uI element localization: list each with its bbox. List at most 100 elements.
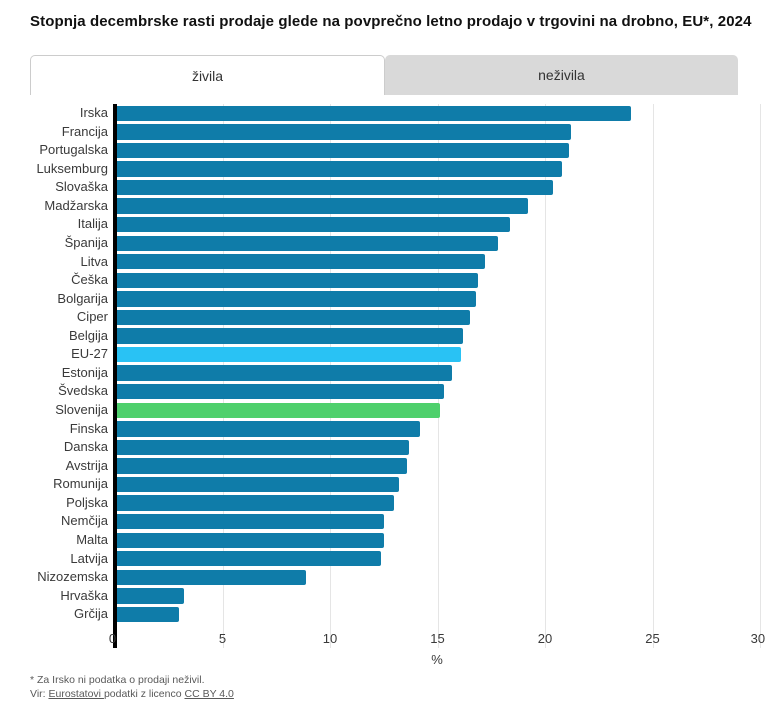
bar-Madžarska[interactable] (117, 198, 528, 214)
x-tick-label: 10 (322, 631, 338, 646)
x-tick-label: 25 (645, 631, 660, 646)
country-label: Češka (71, 272, 108, 288)
x-axis-ticks: 0 5 10 15 20 25 30 (0, 631, 768, 647)
country-label: Litva (80, 253, 108, 269)
bar-row: Danska (0, 438, 768, 457)
bar-Malta[interactable] (117, 532, 384, 548)
gridline-20 (545, 104, 546, 648)
bar-row: Portugalska (0, 141, 768, 160)
x-tick-label: 0 (108, 631, 117, 646)
country-label: Romunija (53, 476, 108, 492)
country-label: Poljska (66, 494, 108, 510)
license-link[interactable]: CC BY 4.0 (184, 688, 234, 700)
country-label: Finska (69, 420, 108, 436)
bar-row: Slovaška (0, 178, 768, 197)
bar-Francija[interactable] (117, 124, 571, 140)
bar-Luksemburg[interactable] (117, 161, 563, 177)
bar-row: Romunija (0, 475, 768, 494)
bar-Češka[interactable] (117, 272, 479, 289)
country-label: EU-27 (71, 346, 108, 362)
x-tick-label: 15 (430, 631, 445, 646)
bar-chart: Irska Francija Portugalska Luksemburg Slovaš… (0, 104, 768, 670)
bar-Irska[interactable] (117, 105, 631, 121)
bar-Italija[interactable] (117, 216, 511, 233)
bar-Grčija[interactable] (117, 606, 180, 623)
bar-row: Švedska (0, 382, 768, 401)
page-title: Stopnja decembrske rasti prodaje glede n… (30, 13, 752, 30)
bar-Slovaška[interactable] (117, 179, 554, 196)
bar-Švedska[interactable] (117, 384, 444, 400)
bar-row: Litva (0, 253, 768, 272)
x-axis-title: % (431, 652, 443, 667)
bar-Romunija[interactable] (117, 476, 399, 493)
x-tick-label: 20 (537, 631, 553, 646)
tab-zivila[interactable]: živila (30, 55, 385, 95)
bar-row: Nizozemska (0, 568, 768, 587)
bar-row: Finska (0, 420, 768, 439)
bar-Nizozemska[interactable] (117, 569, 307, 586)
bar-row: Belgija (0, 327, 768, 346)
bar-row: Francija (0, 123, 768, 142)
country-label: Španija (64, 234, 108, 250)
bar-row: Estonija (0, 364, 768, 383)
gridline-30 (760, 104, 761, 648)
bar-Portugalska[interactable] (117, 142, 569, 159)
bar-row: Avstrija (0, 457, 768, 476)
country-label: Nizozemska (37, 569, 108, 585)
country-label: Latvija (70, 550, 108, 566)
country-label: Bolgarija (57, 290, 108, 306)
bar-row: Slovenija (0, 401, 768, 420)
bar-Nemčija[interactable] (117, 513, 384, 530)
country-label: Estonija (61, 364, 108, 380)
country-label: Danska (63, 439, 108, 455)
bar-row: Madžarska (0, 197, 768, 216)
country-label: Portugalska (39, 142, 108, 158)
bar-Danska[interactable] (117, 439, 410, 456)
bar-Avstrija[interactable] (117, 458, 408, 474)
bar-Estonija[interactable] (117, 365, 453, 381)
bar-EU-27[interactable] (117, 346, 461, 363)
bar-row: Češka (0, 271, 768, 290)
bar-Litva[interactable] (117, 254, 485, 270)
country-label: Slovaška (55, 179, 108, 195)
bar-row: Ciper (0, 308, 768, 327)
bar-row: Poljska (0, 494, 768, 513)
x-tick-label: 5 (218, 631, 227, 646)
bar-Slovenija[interactable] (117, 402, 440, 418)
bar-Hrvaška[interactable] (117, 588, 184, 604)
bar-Ciper[interactable] (117, 309, 470, 326)
bar-Latvija[interactable] (117, 551, 382, 567)
bar-row: Italija (0, 215, 768, 234)
bar-row: Irska (0, 104, 768, 123)
bar-row: Malta (0, 531, 768, 550)
bar-Poljska[interactable] (117, 495, 395, 511)
bar-Španija[interactable] (117, 235, 498, 251)
bar-Belgija[interactable] (117, 328, 464, 344)
country-label: Švedska (58, 383, 108, 399)
eurostat-link[interactable]: Eurostatovi (48, 688, 104, 700)
bar-row: EU-27 (0, 345, 768, 364)
bar-row: Španija (0, 234, 768, 253)
country-label: Francija (61, 123, 108, 139)
country-label: Nemčija (61, 513, 108, 529)
country-label: Hrvaška (60, 587, 108, 603)
tab-nezivila[interactable]: neživila (385, 55, 738, 95)
bar-row: Bolgarija (0, 290, 768, 309)
country-label: Belgija (68, 327, 108, 343)
country-label: Malta (76, 531, 108, 547)
country-label: Avstrija (65, 457, 108, 473)
bar-row: Luksemburg (0, 160, 768, 179)
gridline-25 (652, 104, 654, 648)
tab-bar: živila neživila (30, 55, 738, 95)
bar-Bolgarija[interactable] (117, 291, 477, 307)
country-label: Italija (77, 216, 108, 232)
y-axis-line (113, 104, 117, 648)
bar-row: Nemčija (0, 512, 768, 531)
country-label: Grčija (74, 606, 108, 622)
source-line: Vir: Eurostatovi podatki z licenco CC BY… (30, 687, 234, 701)
bar-Finska[interactable] (117, 421, 421, 437)
source-middle: podatki z licenco (103, 688, 185, 700)
country-label: Luksemburg (36, 160, 108, 176)
country-label: Slovenija (55, 402, 108, 417)
bar-row: Hrvaška (0, 587, 768, 606)
